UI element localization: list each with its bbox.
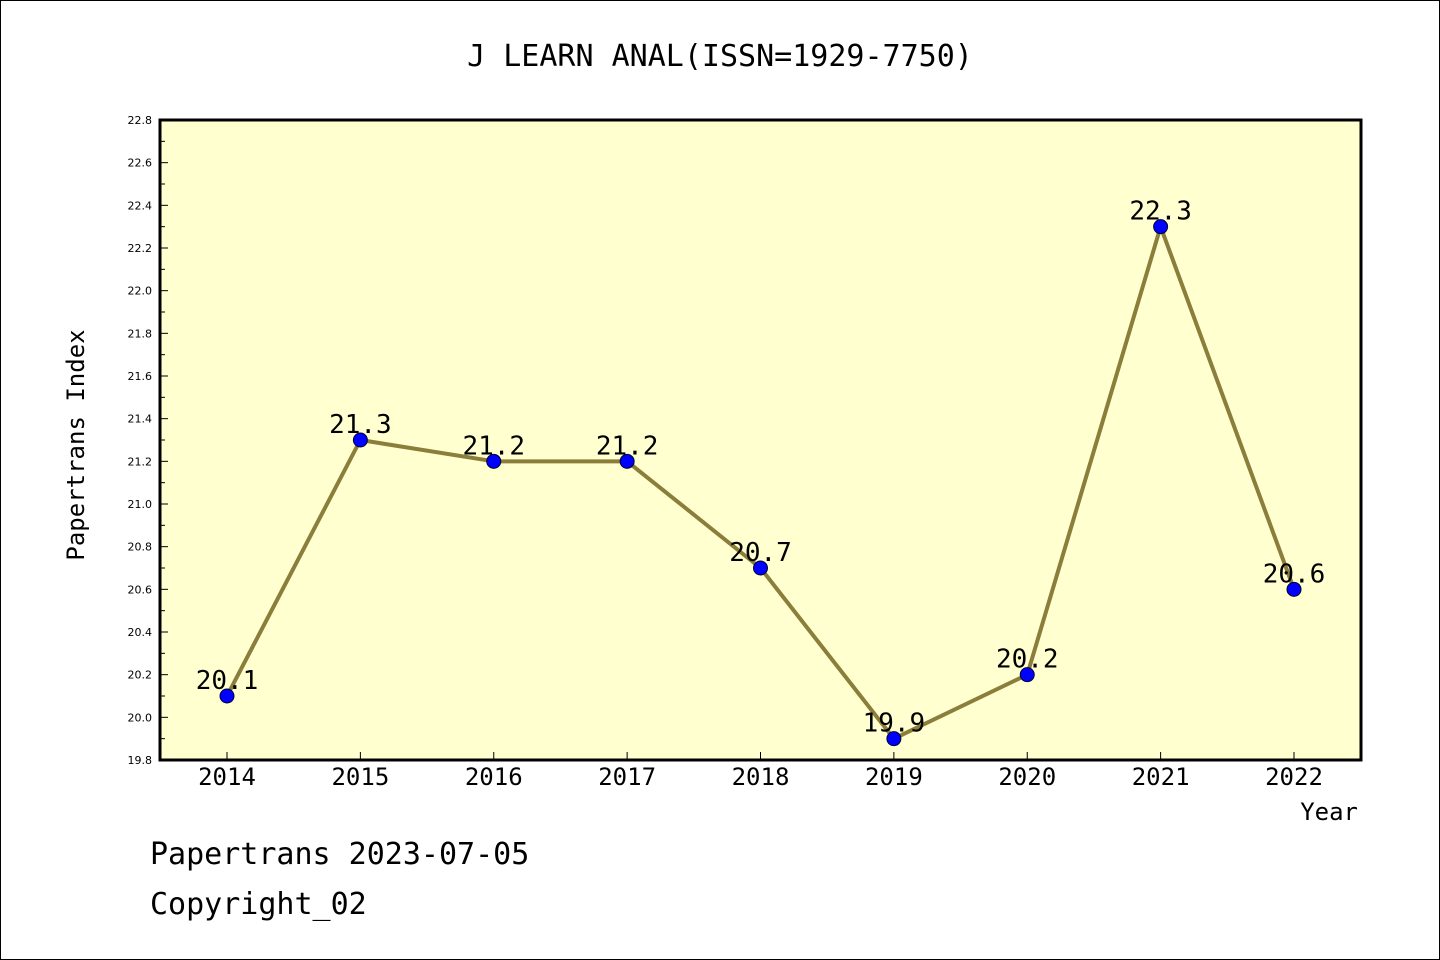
data-label: 20.1 (196, 666, 259, 696)
y-tick-label: 20.0 (128, 711, 153, 724)
y-tick-label: 22.4 (128, 199, 153, 212)
series-layer: 20.1 21.3 21.2 21.2 20.7 19.9 20.2 22.3 20.6 (196, 197, 1326, 747)
data-point (352, 432, 368, 448)
footer-date: Papertrans 2023-07-05 (150, 837, 529, 872)
x-tick-label: 2017 (598, 763, 656, 791)
data-label: 20.2 (996, 645, 1059, 675)
x-tick-label: 2021 (1132, 763, 1190, 791)
y-tick-label: 22.6 (128, 157, 153, 170)
x-tick-label: 2019 (865, 763, 923, 791)
y-tick-label: 20.4 (128, 626, 153, 639)
data-label: 22.3 (1129, 197, 1192, 227)
y-tick-label: 22.0 (128, 285, 153, 298)
data-label: 21.2 (462, 431, 525, 461)
data-point (486, 453, 502, 469)
x-tick-label: 2015 (331, 763, 389, 791)
x-tick-label: 2014 (198, 763, 256, 791)
x-tick-label: 2018 (732, 763, 790, 791)
chart-title: J LEARN ANAL(ISSN=1929-7750) (467, 39, 973, 74)
y-tick-label: 22.2 (128, 242, 153, 255)
data-label: 19.9 (863, 709, 926, 739)
footer-copyright: Copyright_02 (150, 887, 367, 922)
data-label: 20.7 (729, 538, 792, 568)
data-label: 21.3 (329, 410, 392, 440)
data-label: 20.6 (1263, 559, 1326, 589)
data-point (219, 688, 235, 704)
y-axis-label: Papertrans Index (62, 329, 90, 560)
data-point (619, 453, 635, 469)
y-tick-label: 20.8 (128, 541, 153, 554)
y-tick-label: 21.0 (128, 498, 153, 511)
y-tick-label: 21.4 (128, 413, 153, 426)
x-tick-label: 2016 (465, 763, 523, 791)
y-axis: 19.8 20.0 20.2 20.4 20.6 20.8 21.0 21.2 21.4 21.6… (128, 114, 168, 767)
x-tick-label: 2022 (1265, 763, 1323, 791)
data-point (1286, 581, 1302, 597)
y-tick-label: 20.6 (128, 583, 153, 596)
x-tick-label: 2020 (998, 763, 1056, 791)
y-tick-label: 21.8 (128, 327, 153, 340)
y-tick-label: 22.8 (128, 114, 153, 127)
y-tick-label: 21.2 (128, 455, 153, 468)
x-axis-label: Year (1300, 798, 1358, 826)
data-point (1019, 667, 1035, 683)
data-point (1153, 219, 1169, 235)
x-axis: 2014 2015 2016 2017 2018 2019 2020 2021 2022 (198, 752, 1323, 791)
y-tick-label: 21.6 (128, 370, 153, 383)
data-label: 21.2 (596, 431, 659, 461)
y-tick-label: 20.2 (128, 669, 153, 682)
y-tick-label: 19.8 (128, 754, 153, 767)
data-point (753, 560, 768, 576)
data-point (886, 731, 902, 747)
